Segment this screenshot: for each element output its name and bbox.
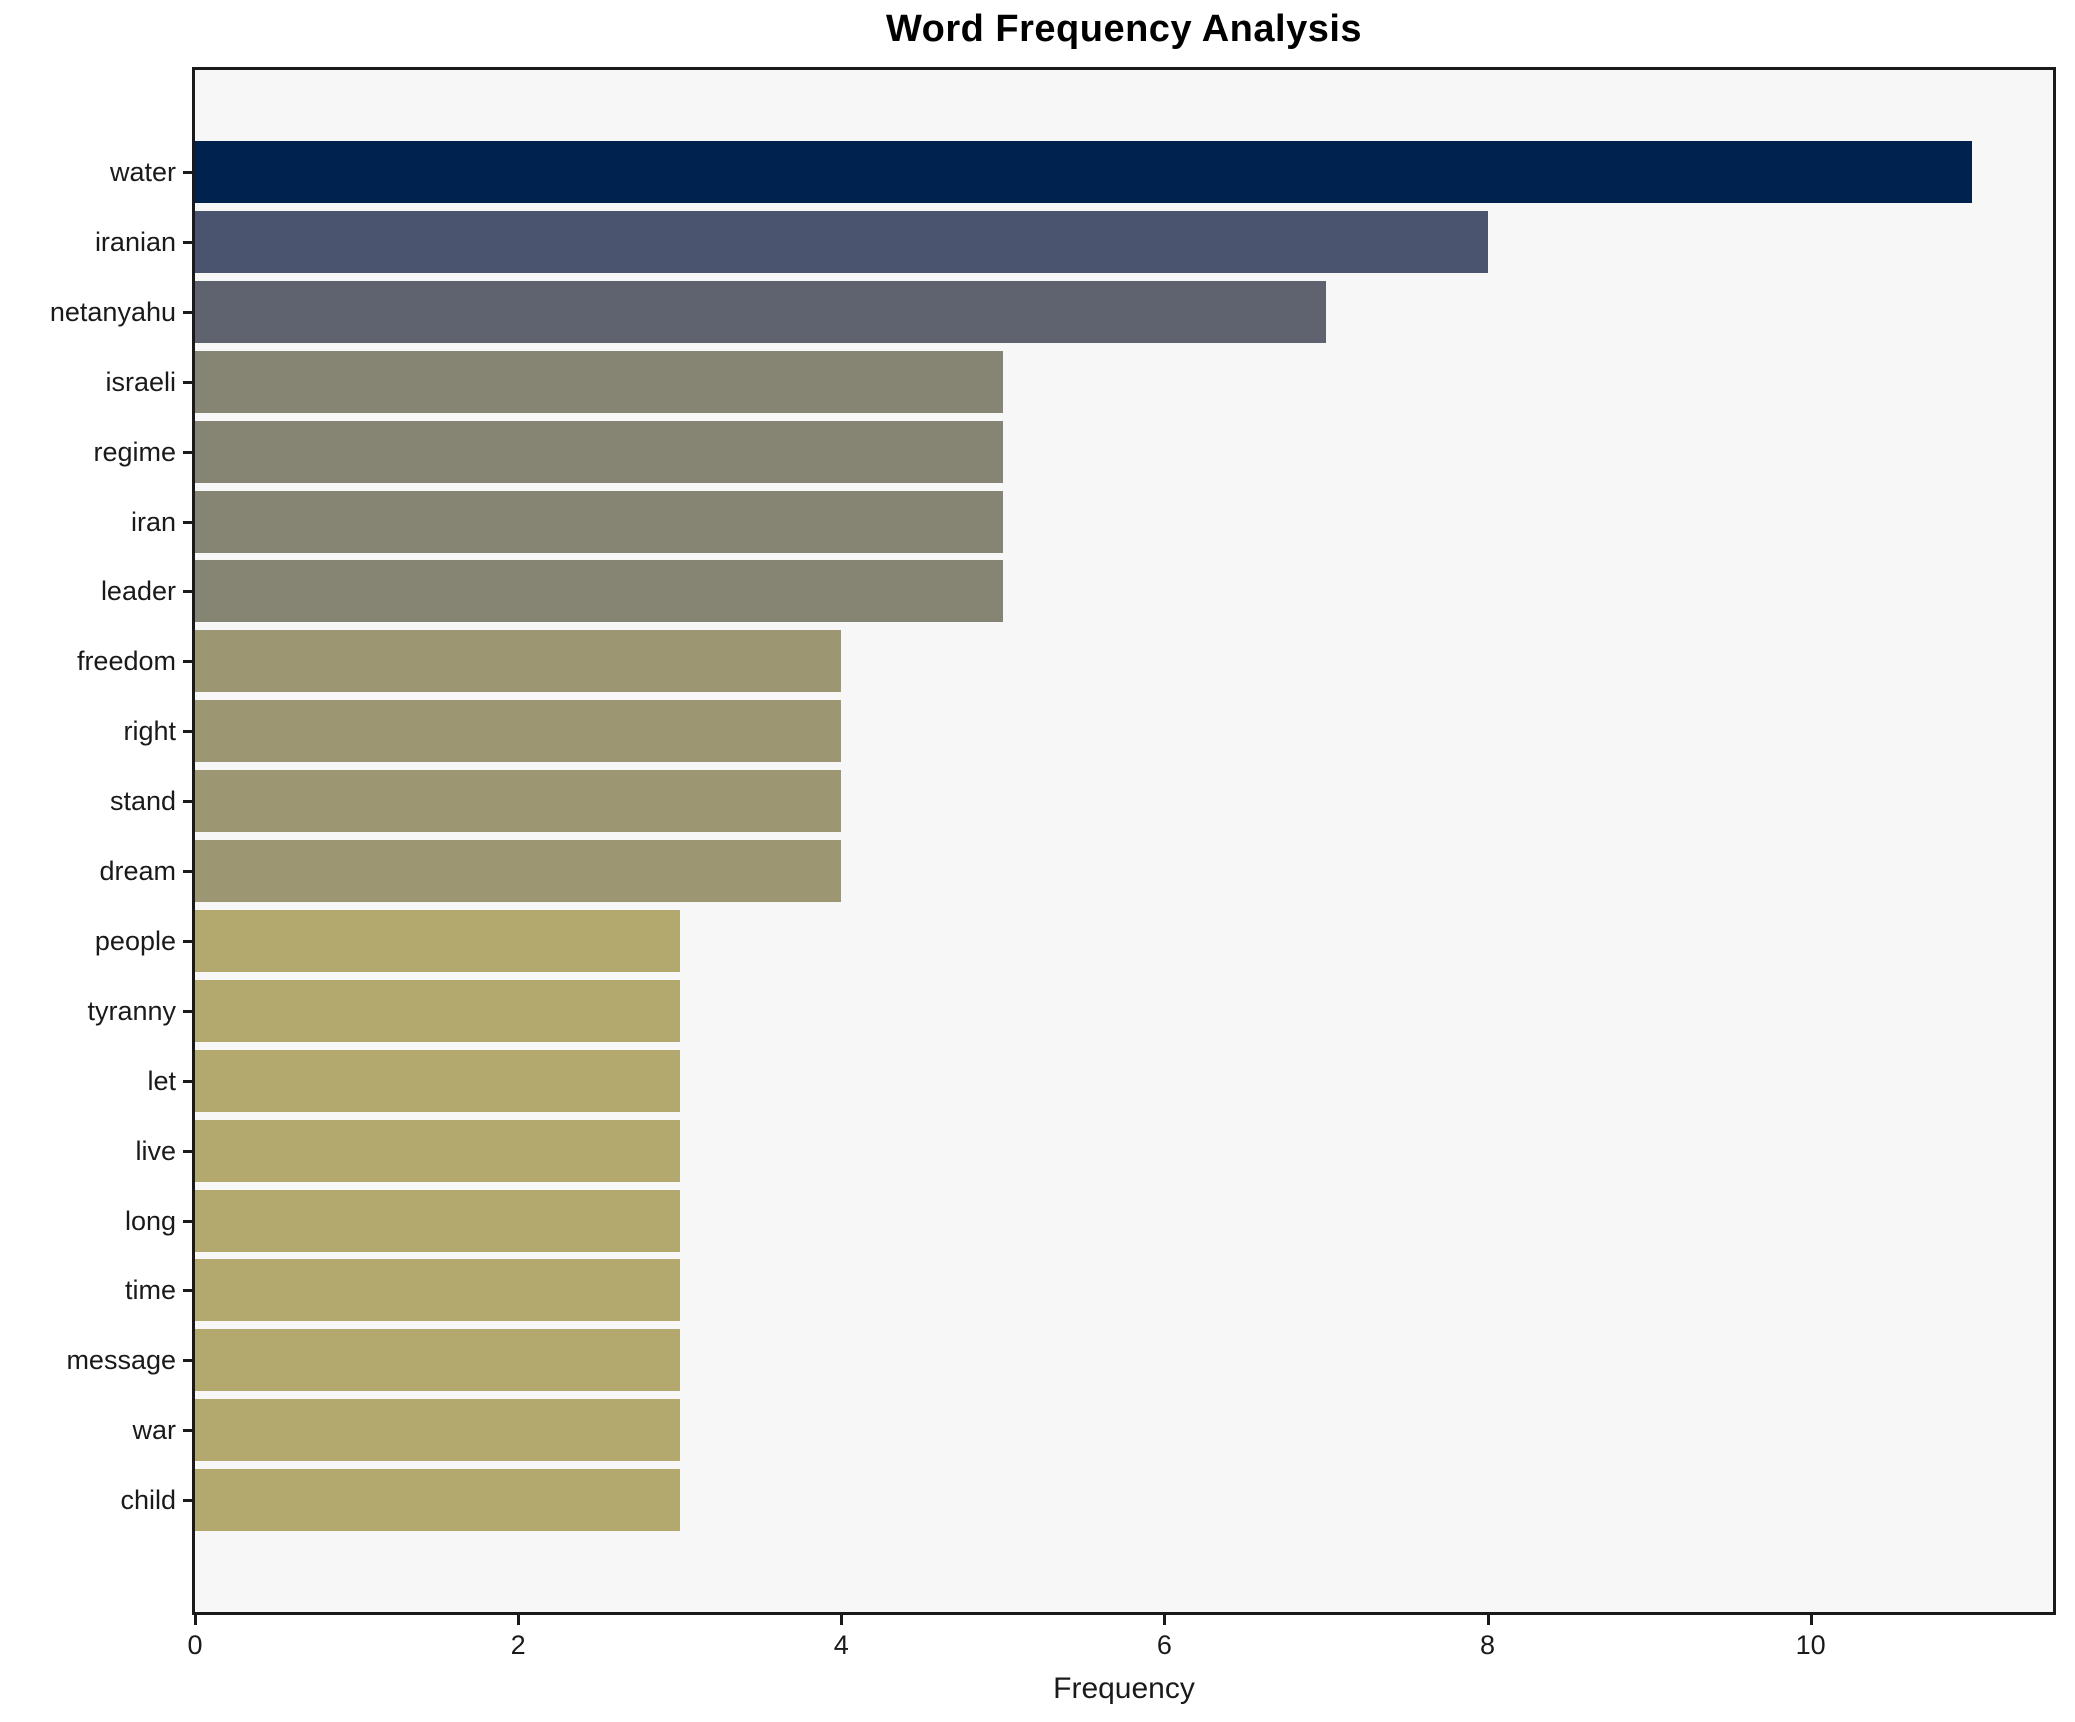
y-tick-label-netanyahu: netanyahu xyxy=(49,296,176,327)
y-tick-label-water: water xyxy=(109,157,176,187)
bar-iran xyxy=(195,490,1003,553)
y-tick-mark xyxy=(183,1499,193,1503)
bar-people xyxy=(195,909,680,972)
bar-let xyxy=(195,1049,680,1112)
bar-israeli xyxy=(195,350,1003,413)
x-tick-label-4: 4 xyxy=(833,1630,849,1660)
x-tick-label-8: 8 xyxy=(1480,1630,1496,1660)
x-tick-label-0: 0 xyxy=(187,1630,203,1660)
y-tick-mark xyxy=(183,1429,193,1433)
y-tick-mark xyxy=(183,1359,193,1363)
bar-leader xyxy=(195,560,1003,623)
bar-tyranny xyxy=(195,979,680,1042)
bar-live xyxy=(195,1119,680,1182)
y-tick-label-israeli: israeli xyxy=(105,366,176,397)
x-tick-mark xyxy=(1486,1615,1490,1625)
bar-long xyxy=(195,1189,680,1252)
plot-area xyxy=(192,67,2056,1615)
y-tick-label-iranian: iranian xyxy=(94,226,176,257)
bar-regime xyxy=(195,420,1003,483)
chart-title: Word Frequency Analysis xyxy=(885,8,1363,50)
y-tick-label-people: people xyxy=(94,925,176,956)
y-tick-label-dream: dream xyxy=(99,856,176,886)
y-tick-label-iran: iran xyxy=(130,506,176,537)
bar-child xyxy=(195,1469,680,1532)
y-tick-mark xyxy=(183,590,193,594)
x-tick-mark xyxy=(1163,1615,1167,1625)
bar-water xyxy=(195,141,1972,203)
y-tick-label-tyranny: tyranny xyxy=(87,995,176,1026)
y-tick-label-right: right xyxy=(123,716,176,747)
y-tick-mark xyxy=(183,520,193,524)
bar-netanyahu xyxy=(195,280,1326,343)
y-tick-label-freedom: freedom xyxy=(76,646,176,677)
x-tick-mark xyxy=(517,1615,521,1625)
bar-stand xyxy=(195,770,841,833)
y-tick-label-stand: stand xyxy=(109,786,176,817)
bar-iranian xyxy=(195,210,1488,273)
y-tick-mark xyxy=(183,660,193,664)
y-tick-mark xyxy=(183,870,193,873)
y-tick-mark xyxy=(183,1289,193,1293)
bar-message xyxy=(195,1329,680,1392)
bar-dream xyxy=(195,840,841,902)
y-tick-label-message: message xyxy=(66,1345,176,1376)
y-tick-mark xyxy=(183,1219,193,1223)
y-tick-mark xyxy=(183,450,193,454)
x-axis-label: Frequency xyxy=(1053,1672,1195,1705)
bar-war xyxy=(195,1399,680,1462)
bar-freedom xyxy=(195,630,841,693)
y-tick-mark xyxy=(183,1009,193,1013)
y-tick-mark xyxy=(183,1149,193,1153)
y-tick-mark xyxy=(183,800,193,804)
y-tick-label-child: child xyxy=(120,1485,176,1516)
y-tick-label-regime: regime xyxy=(93,436,176,467)
x-tick-mark xyxy=(840,1615,844,1625)
y-tick-mark xyxy=(183,1079,193,1083)
x-tick-mark xyxy=(194,1615,197,1625)
y-tick-label-let: let xyxy=(147,1065,176,1096)
x-tick-label-10: 10 xyxy=(1795,1630,1826,1660)
y-tick-mark xyxy=(183,380,193,384)
x-tick-label-6: 6 xyxy=(1156,1630,1172,1660)
y-tick-mark xyxy=(183,310,193,314)
y-tick-label-live: live xyxy=(135,1135,176,1166)
y-tick-label-long: long xyxy=(124,1205,176,1236)
y-tick-mark xyxy=(183,240,193,244)
y-tick-mark xyxy=(183,939,193,943)
x-tick-mark xyxy=(1809,1615,1813,1625)
y-tick-label-leader: leader xyxy=(100,576,176,607)
x-tick-label-2: 2 xyxy=(510,1630,526,1660)
y-tick-label-time: time xyxy=(124,1275,176,1306)
y-tick-label-war: war xyxy=(132,1415,176,1446)
bar-right xyxy=(195,700,841,763)
y-tick-mark xyxy=(183,171,193,174)
bar-time xyxy=(195,1259,680,1322)
y-tick-mark xyxy=(183,730,193,734)
